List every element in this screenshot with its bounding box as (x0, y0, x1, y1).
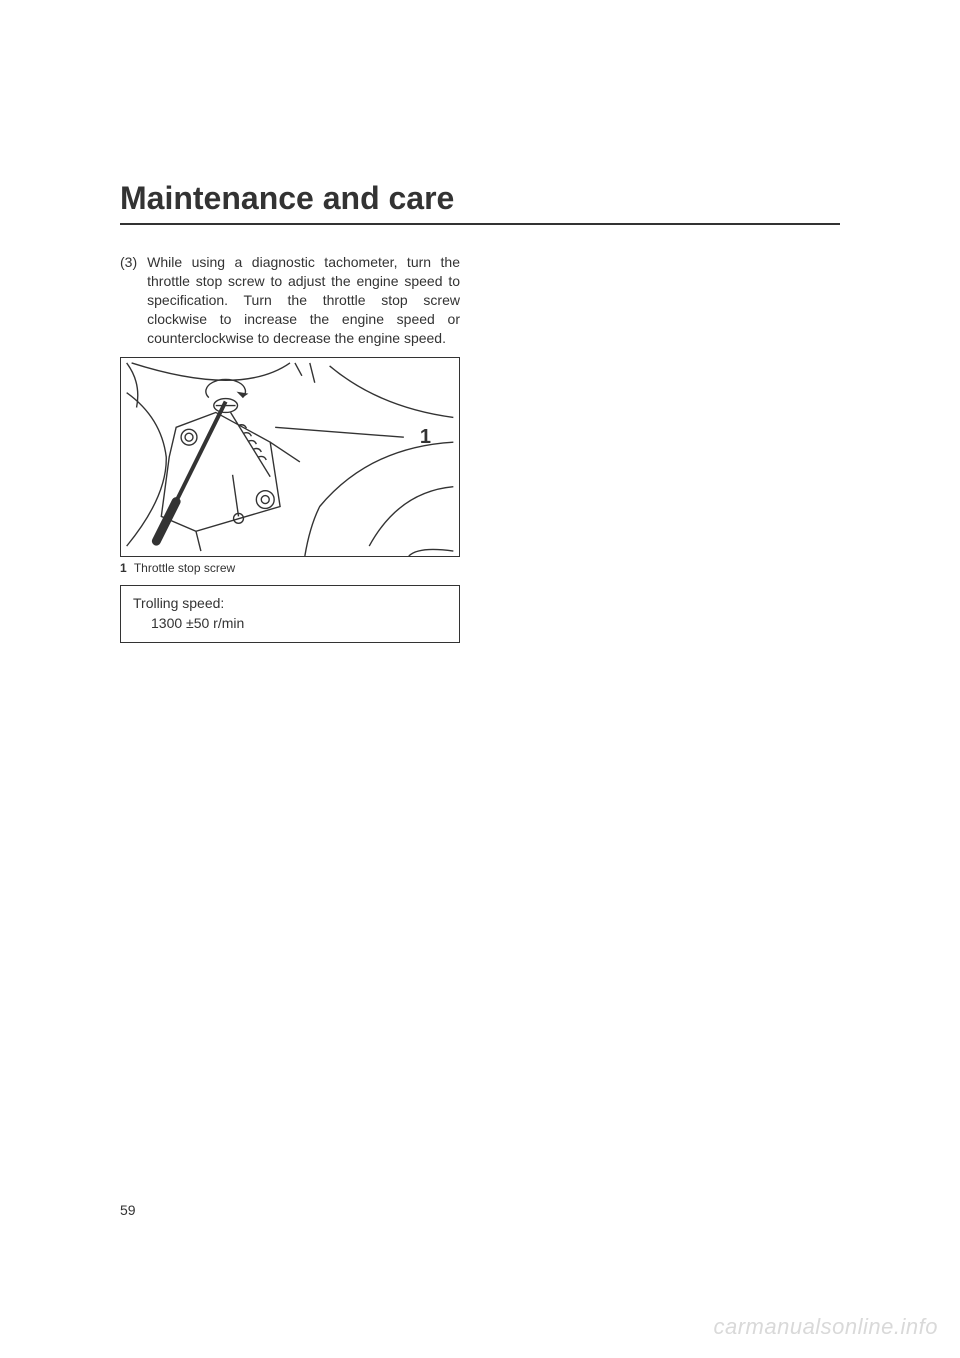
caption-number: 1 (120, 561, 127, 575)
section-title: Maintenance and care (120, 180, 840, 225)
step-text: While using a diagnostic tachometer, tur… (147, 253, 460, 347)
caption-text: Throttle stop screw (134, 561, 235, 575)
manual-page: Maintenance and care (3) While using a d… (0, 0, 960, 1358)
instruction-step: (3) While using a diagnostic tachometer,… (120, 253, 460, 347)
spec-value: 1300 ±50 r/min (133, 614, 447, 634)
diagram-svg (121, 358, 459, 556)
page-number: 59 (120, 1202, 136, 1218)
figure-caption: 1 Throttle stop screw (120, 561, 460, 575)
spec-label: Trolling speed: (133, 594, 447, 614)
step-number: (3) (120, 253, 137, 347)
figure-callout-number: 1 (420, 426, 431, 449)
content-column: (3) While using a diagnostic tachometer,… (120, 253, 460, 643)
watermark: carmanualsonline.info (713, 1314, 938, 1340)
spec-box: Trolling speed: 1300 ±50 r/min (120, 585, 460, 642)
throttle-stop-screw-diagram: 1 (120, 357, 460, 557)
